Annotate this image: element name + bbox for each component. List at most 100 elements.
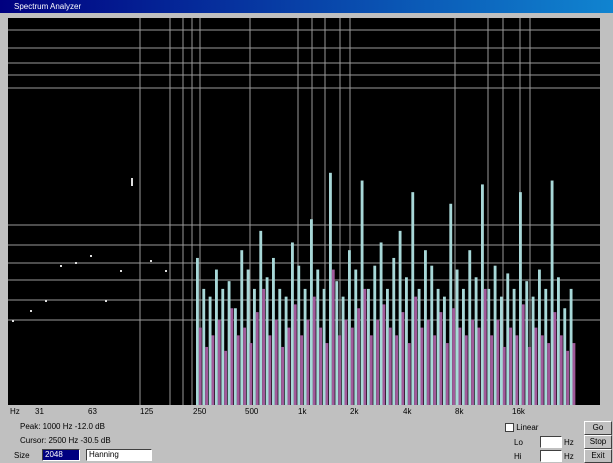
bar <box>350 327 354 405</box>
bar <box>291 242 294 405</box>
bar <box>433 335 437 405</box>
bar <box>392 257 396 405</box>
bar <box>227 281 231 405</box>
lo-label: Lo <box>514 438 523 447</box>
bar <box>405 277 408 405</box>
bar <box>325 343 329 405</box>
bar <box>547 343 551 405</box>
bar <box>464 335 468 405</box>
bar <box>293 304 297 405</box>
linear-checkbox[interactable]: Linear <box>505 423 538 433</box>
bar <box>487 288 491 405</box>
x-tick-label: 16k <box>512 407 526 416</box>
bar <box>306 319 310 405</box>
bar <box>344 319 348 405</box>
dot <box>120 270 122 272</box>
bar <box>445 343 449 405</box>
bar <box>496 319 500 405</box>
bar <box>310 219 313 405</box>
dot <box>90 255 92 257</box>
bar <box>224 350 228 405</box>
bar <box>455 269 459 405</box>
bar <box>316 269 320 405</box>
bar <box>525 281 529 405</box>
bar <box>272 257 275 405</box>
bar <box>202 288 206 405</box>
exit-button[interactable]: Exit <box>584 449 612 463</box>
bar <box>278 288 282 405</box>
x-tick-label: 2k <box>350 407 359 416</box>
bar <box>559 335 563 405</box>
bar <box>540 335 544 405</box>
bar <box>348 250 351 405</box>
dot <box>60 265 62 267</box>
bar <box>357 308 361 405</box>
bar <box>566 350 570 405</box>
bar <box>563 308 567 405</box>
bar <box>500 296 503 405</box>
hi-field[interactable] <box>540 450 562 462</box>
bar <box>449 203 453 405</box>
bar <box>398 230 402 405</box>
hi-label: Hi <box>514 452 522 461</box>
bar <box>379 242 383 405</box>
bar <box>268 335 272 405</box>
bar <box>230 308 234 405</box>
bar <box>426 319 430 405</box>
bar <box>502 346 506 405</box>
chart: Hz 31 63 125 250 500 1k 2k 4k 8k 16k <box>8 18 600 416</box>
bar <box>515 335 519 405</box>
bar <box>249 343 253 405</box>
bar <box>477 327 481 405</box>
go-button[interactable]: Go <box>584 421 612 435</box>
bar <box>528 346 532 405</box>
bar <box>436 288 440 405</box>
hi-unit: Hz <box>564 452 574 461</box>
bar <box>338 335 342 405</box>
bar <box>544 288 548 405</box>
bar <box>401 312 405 405</box>
bar <box>443 296 446 405</box>
bar <box>483 288 487 405</box>
bar <box>386 288 389 405</box>
status-line: Cursor: 2500 Hz -30.5 dB <box>20 436 111 445</box>
bar <box>217 319 221 405</box>
bar <box>424 250 427 405</box>
bar <box>253 288 256 405</box>
bar <box>572 343 576 405</box>
bar <box>534 327 538 405</box>
bar <box>335 281 339 405</box>
bar <box>373 265 377 405</box>
bar <box>221 288 225 405</box>
bar <box>300 335 304 405</box>
bar <box>420 327 424 405</box>
stop-button[interactable]: Stop <box>584 435 612 449</box>
bar <box>407 343 411 405</box>
size-select[interactable]: 2048 <box>42 449 80 461</box>
bar <box>297 265 301 405</box>
bar <box>265 277 269 405</box>
bar <box>411 192 415 405</box>
bar <box>255 312 259 405</box>
bar <box>287 327 291 405</box>
dot <box>150 260 152 262</box>
bar <box>284 296 288 405</box>
bar <box>557 277 560 405</box>
status-line: Peak: 1000 Hz -12.0 dB <box>20 422 105 431</box>
bar <box>468 250 472 405</box>
bar <box>452 308 456 405</box>
bar <box>569 288 573 405</box>
window-select[interactable]: Hanning <box>86 449 152 461</box>
bar <box>259 230 263 405</box>
bar <box>417 288 421 405</box>
bar <box>531 296 535 405</box>
bar <box>521 304 525 405</box>
dot <box>131 178 133 186</box>
title-bar: Spectrum Analyzer <box>0 0 613 13</box>
lo-field[interactable] <box>540 436 562 448</box>
bar <box>538 269 541 405</box>
bar <box>493 265 497 405</box>
dot <box>105 300 107 302</box>
bar <box>471 319 475 405</box>
bar <box>474 277 478 405</box>
